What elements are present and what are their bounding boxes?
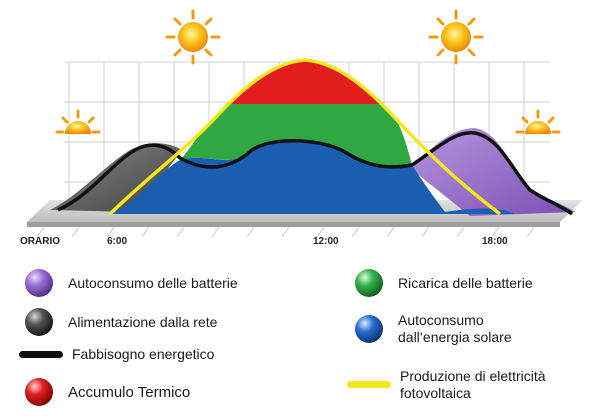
pv-production-line	[108, 58, 502, 216]
purple-ball-icon	[25, 269, 53, 297]
legend-label: Autoconsumo dall’energia solare	[398, 312, 512, 346]
legend-label-line1: Produzione di elettricità	[400, 368, 546, 384]
solar-self-consumption-area	[110, 140, 515, 214]
legend-item-grid-supply: Alimentazione dalla rete	[24, 307, 217, 337]
axis-tick-label-6: 6:00	[107, 236, 127, 247]
thermal-storage-area	[228, 60, 382, 104]
legend-label: Fabbisogno energetico	[72, 346, 215, 362]
legend-label: Ricarica delle batterie	[398, 274, 533, 291]
sun-icon	[165, 9, 221, 65]
battery-charging-area	[180, 104, 412, 167]
axis-platform-edge	[27, 222, 560, 227]
legend-label: Alimentazione dalla rete	[68, 313, 218, 330]
legend-item-energy-demand: Fabbisogno energetico	[18, 346, 214, 363]
sun-setting-icon	[515, 109, 561, 134]
gray-ball-icon	[25, 308, 53, 336]
sun-rising-icon	[55, 109, 101, 134]
legend-item-thermal-storage: Accumulo Termico	[24, 377, 190, 407]
legend-label: Produzione di elettricità fotovoltaica	[400, 368, 546, 402]
legend-label: Accumulo Termico	[68, 383, 191, 401]
legend-item-battery-self-consumption: Autoconsumo delle batterie	[24, 268, 238, 298]
green-ball-icon	[355, 269, 383, 297]
red-ball-icon	[25, 378, 53, 406]
pv-bell-fill	[180, 60, 412, 167]
legend-label-line2: dall’energia solare	[398, 329, 512, 345]
black-line-swatch	[19, 350, 63, 358]
legend-label-line1: Autoconsumo	[398, 312, 484, 328]
legend-item-pv-production: Produzione di elettricità fotovoltaica	[346, 368, 546, 402]
yellow-line-swatch	[347, 381, 391, 388]
axis-tick-label-12: 12:00	[313, 236, 339, 247]
sun-icon	[428, 9, 484, 65]
axis-ticks	[36, 226, 535, 238]
axis-title: ORARIO	[20, 236, 60, 247]
axis-tick-label-18: 18:00	[482, 236, 508, 247]
legend-label: Autoconsumo delle batterie	[68, 274, 238, 291]
blue-ball-icon	[355, 315, 383, 343]
legend-item-battery-charging: Ricarica delle batterie	[354, 268, 533, 298]
legend-label-line2: fotovoltaica	[400, 385, 471, 401]
legend-item-solar-self-consumption: Autoconsumo dall’energia solare	[354, 312, 512, 346]
energy-demand-line	[57, 131, 574, 216]
